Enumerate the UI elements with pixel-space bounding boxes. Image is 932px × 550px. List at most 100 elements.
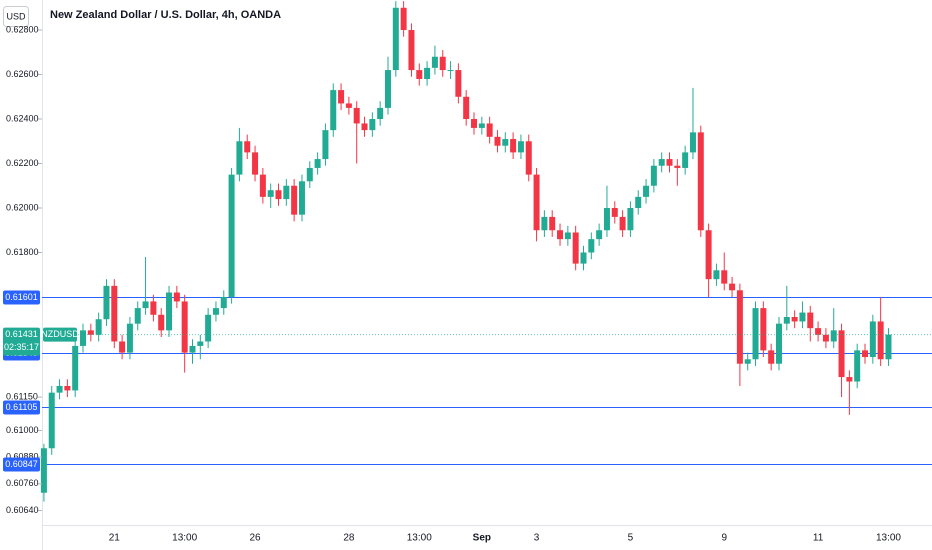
candle-body <box>799 312 806 322</box>
candle-body <box>744 359 751 364</box>
candle-body <box>424 67 431 79</box>
candle-body <box>330 90 337 131</box>
candle-body <box>697 132 704 231</box>
candle-body <box>322 130 329 160</box>
candle-body <box>455 70 462 97</box>
candle-body <box>275 190 282 200</box>
candle-body <box>252 152 259 175</box>
y-tick-label: 0.61150 <box>6 391 38 401</box>
candle-body <box>666 159 673 166</box>
candle-body <box>189 345 196 353</box>
y-tick-label: 0.61800 <box>6 247 39 257</box>
candle-body <box>627 207 634 231</box>
candle-body <box>111 285 118 342</box>
y-tick-label: 0.62800 <box>6 24 39 34</box>
candle-body <box>510 139 517 153</box>
candle-body <box>674 165 681 168</box>
x-tick-label: 21 <box>109 533 121 544</box>
candle-body <box>212 308 219 315</box>
candle-body <box>306 167 313 182</box>
overlay: 0.62800 0.62600 0.62400 0.62200 0.62000 0.618… <box>3 24 901 544</box>
candle-body <box>533 174 540 231</box>
candle-body <box>377 107 384 120</box>
candle-body <box>353 107 360 124</box>
x-tick-label: 3 <box>534 533 540 544</box>
candle-body <box>486 123 493 137</box>
candle-body <box>72 345 79 391</box>
candle-body <box>619 216 626 231</box>
candle-body <box>291 185 298 215</box>
currency-box[interactable] <box>3 6 29 27</box>
candle-body <box>384 70 391 108</box>
candle-body <box>205 314 212 342</box>
candle-body <box>822 334 829 342</box>
candle-body <box>478 123 485 128</box>
candle-body <box>502 139 509 146</box>
candle-body <box>588 239 595 253</box>
y-tick-label: 0.62400 <box>6 113 39 123</box>
candle-body <box>494 136 501 146</box>
price-label-box <box>3 457 40 472</box>
candle-body <box>64 385 71 391</box>
candle-body <box>463 96 470 120</box>
candle-body <box>400 7 407 31</box>
symbol-box <box>43 327 77 342</box>
candle-body <box>603 207 610 231</box>
candle-body <box>580 252 587 264</box>
price-label-box <box>3 290 40 305</box>
candle-body <box>471 119 478 128</box>
y-tick-label: 0.60640 <box>6 505 39 515</box>
candle-body <box>713 270 720 280</box>
candle-body <box>525 141 532 175</box>
candle-body <box>721 270 728 284</box>
candle-body <box>830 330 837 342</box>
candle-body <box>197 341 204 346</box>
price-label: 0.61105 <box>6 402 38 412</box>
candle-body <box>228 174 235 297</box>
candle-body <box>220 296 227 309</box>
x-tick-label: 28 <box>343 533 355 544</box>
x-tick-label: 11 <box>813 533 824 544</box>
candle-body <box>862 350 869 358</box>
candle-body <box>439 56 446 71</box>
candle-body <box>142 301 149 309</box>
candle-body <box>869 321 876 358</box>
candle-body <box>244 141 251 153</box>
candle-body <box>791 317 798 322</box>
y-tick-label: 0.61000 <box>6 425 39 435</box>
candle-body <box>658 159 665 166</box>
candle-body <box>729 283 736 291</box>
candle-body <box>80 330 87 346</box>
candle-body <box>314 159 321 168</box>
candle-body <box>775 323 782 364</box>
candle-body <box>643 185 650 197</box>
candle-body <box>877 321 884 360</box>
candle-body <box>689 132 696 153</box>
candle-body <box>345 103 352 108</box>
candle-body <box>885 334 892 360</box>
y-tick-label: 0.62000 <box>6 202 39 212</box>
candle-body <box>181 301 188 353</box>
chart-title: New Zealand Dollar / U.S. Dollar, 4h, OA… <box>50 9 281 21</box>
candle-body <box>682 152 689 168</box>
candle-body <box>298 181 305 215</box>
candle-body <box>635 196 642 208</box>
candle-body <box>87 330 94 335</box>
candle-body <box>95 319 102 335</box>
x-tick-label: Sep <box>473 533 491 544</box>
candle-body <box>431 56 438 68</box>
candle-body <box>517 141 524 153</box>
candle-body <box>564 232 571 240</box>
candle-body <box>807 312 814 329</box>
candle-body <box>361 123 368 131</box>
x-tick-label: 26 <box>249 533 261 544</box>
candle-body <box>596 230 603 240</box>
candle-body <box>338 90 345 104</box>
x-tick-label: 9 <box>721 533 727 544</box>
candle-body <box>158 314 165 331</box>
price-label: 0.60847 <box>5 459 38 469</box>
y-tick-label: 0.62200 <box>6 158 39 168</box>
y-tick-label: 0.60880 <box>6 452 39 462</box>
